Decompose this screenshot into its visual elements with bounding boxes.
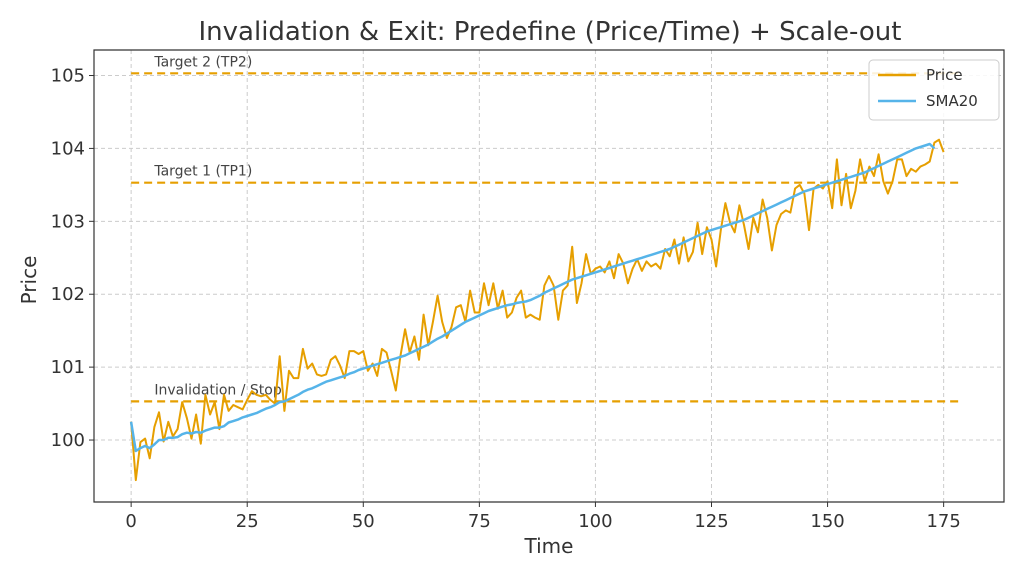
series-lines <box>129 138 945 482</box>
legend-label-sma20: SMA20 <box>926 92 978 110</box>
x-tick-label: 175 <box>926 511 960 532</box>
legend-label-price: Price <box>926 66 963 84</box>
y-tick-label: 101 <box>51 357 85 378</box>
x-tick-label: 125 <box>694 511 728 532</box>
x-axis-ticks: 0 25 50 75 100 125 150 175 <box>125 502 961 532</box>
y-tick-label: 103 <box>51 211 85 232</box>
x-tick-label: 25 <box>236 511 259 532</box>
horizontal-levels: Target 2 (TP2)Target 1 (TP1)Invalidation… <box>131 54 963 403</box>
plot-frame <box>93 49 1005 503</box>
y-axis-ticks: 100 101 102 103 104 105 <box>51 66 94 451</box>
level-label: Target 2 (TP2) <box>153 54 252 70</box>
x-tick-label: 150 <box>810 511 844 532</box>
x-axis-label: Time <box>524 534 574 558</box>
series-line-sma20 <box>129 142 936 453</box>
y-tick-label: 100 <box>51 430 85 451</box>
grid <box>94 50 1004 502</box>
y-tick-label: 105 <box>51 66 85 87</box>
chart-title: Invalidation & Exit: Predefine (Price/Ti… <box>199 17 902 47</box>
x-tick-label: 75 <box>468 511 491 532</box>
x-tick-label: 50 <box>352 511 375 532</box>
series-line-price <box>130 138 945 482</box>
axes <box>93 49 1005 503</box>
y-axis-label: Price <box>17 256 41 305</box>
y-tick-label: 104 <box>51 138 85 159</box>
x-tick-label: 0 <box>125 511 136 532</box>
x-tick-label: 100 <box>578 511 612 532</box>
level-label: Target 1 (TP1) <box>153 164 252 180</box>
y-tick-label: 102 <box>51 284 85 305</box>
legend: Price SMA20 <box>868 59 1000 121</box>
